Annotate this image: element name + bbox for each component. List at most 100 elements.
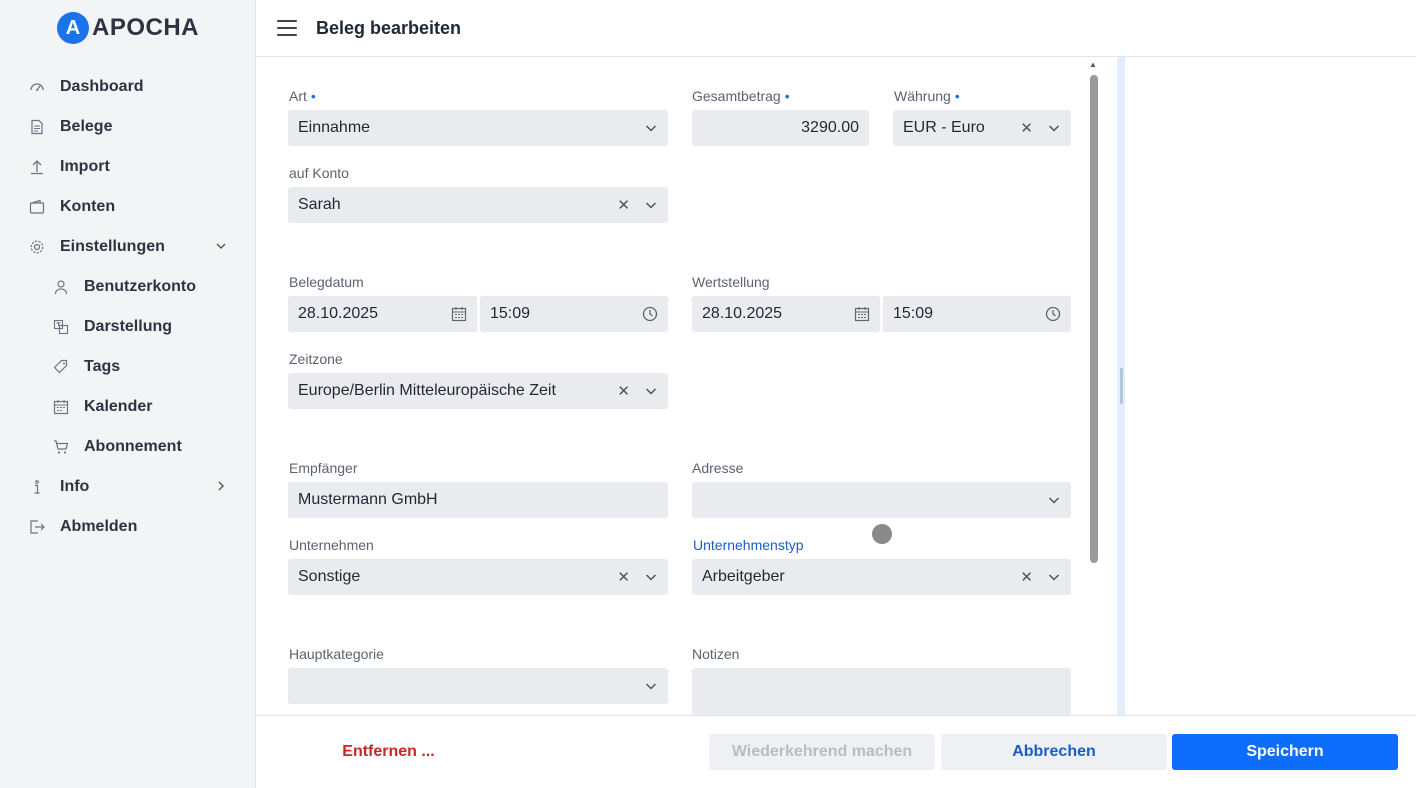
chevron-down-icon[interactable] [644,198,658,212]
empfaenger-input[interactable]: Mustermann GmbH [288,482,668,518]
sidebar-item-label: Tags [84,358,121,375]
wertstellung-date-value: 28.10.2025 [702,305,783,322]
receipt-icon [28,118,46,136]
clear-icon[interactable]: ✕ [617,383,630,400]
chevron-down-icon[interactable] [1047,121,1061,135]
unternehmenstyp-value: Arbeitgeber [702,568,785,585]
adresse-select[interactable] [692,482,1071,518]
sidebar-item-benutzerkonto[interactable]: Benutzerkonto [0,267,256,307]
notizen-textarea[interactable] [692,668,1071,715]
sidebar-item-einstellungen[interactable]: Einstellungen [0,227,256,267]
cancel-button[interactable]: Abbrechen [941,734,1167,770]
page-title: Beleg bearbeiten [316,17,462,38]
belegdatum-label: Belegdatum [289,274,364,290]
konto-select[interactable]: Sarah ✕ [288,187,668,223]
chevron-down-icon[interactable] [644,121,658,135]
clear-icon[interactable]: ✕ [617,197,630,214]
sidebar-item-kalender[interactable]: Kalender [0,387,256,427]
scrollbar-thumb[interactable] [1090,75,1098,563]
info-icon [28,478,46,496]
adresse-label: Adresse [692,460,744,476]
art-select[interactable]: Einnahme [288,110,668,146]
konto-label: auf Konto [289,165,349,181]
pointer-cursor [872,524,892,544]
clock-icon[interactable] [1045,306,1061,322]
panel-resize-handle[interactable] [1120,368,1123,404]
page-header: Beleg bearbeiten [256,0,1416,57]
zeitzone-label: Zeitzone [289,351,343,367]
hauptkategorie-label: Hauptkategorie [289,646,384,662]
sidebar-item-label: Konten [60,198,116,215]
remove-button[interactable]: Entfernen ... [342,743,435,760]
cart-icon [52,438,70,456]
sidebar-item-import[interactable]: Import [0,147,256,187]
calendar-icon[interactable] [854,306,870,322]
save-button[interactable]: Speichern [1172,734,1398,770]
sidebar-item-abonnement[interactable]: Abonnement [0,427,256,467]
make-recurring-button[interactable]: Wiederkehrend machen [709,734,935,770]
sidebar-item-label: Belege [60,118,113,135]
clear-icon[interactable]: ✕ [617,569,630,586]
empfaenger-value: Mustermann GmbH [298,491,438,508]
sidebar-item-label: Benutzerkonto [84,278,196,295]
sidebar-item-label: Import [60,158,110,175]
wertstellung-time-value: 15:09 [893,305,934,322]
sidebar-item-label: Abonnement [84,438,182,455]
art-value: Einnahme [298,119,371,136]
sidebar-item-label: Dashboard [60,78,144,95]
app-logo[interactable]: A APOCHA [57,12,199,44]
belegdatum-date-value: 28.10.2025 [298,305,379,322]
unternehmenstyp-label: Unternehmenstyp [693,537,804,553]
hauptkategorie-select[interactable] [288,668,668,704]
gesamtbetrag-value: 3290.00 [801,119,859,136]
sidebar: A APOCHA Dashboard Belege Import Konten … [0,0,256,788]
unternehmenstyp-select[interactable]: Arbeitgeber ✕ [692,559,1071,595]
chevron-down-icon[interactable] [644,570,658,584]
belegdatum-time-value: 15:09 [490,305,531,322]
logout-icon [28,518,46,536]
calendar-icon [52,398,70,416]
sidebar-item-tags[interactable]: Tags [0,347,256,387]
wertstellung-date-input[interactable]: 28.10.2025 [692,296,880,332]
chevron-down-icon [214,239,228,256]
sidebar-item-darstellung[interactable]: Darstellung [0,307,256,347]
zeitzone-select[interactable]: Europe/Berlin Mitteleuropäische Zeit ✕ [288,373,668,409]
clear-icon[interactable]: ✕ [1020,569,1033,586]
clock-icon[interactable] [642,306,658,322]
zeitzone-value: Europe/Berlin Mitteleuropäische Zeit [298,382,556,399]
sidebar-item-belege[interactable]: Belege [0,107,256,147]
konto-value: Sarah [298,196,341,213]
belegdatum-time-input[interactable]: 15:09 [480,296,668,332]
chevron-down-icon[interactable] [1047,570,1061,584]
logo-text: APOCHA [92,14,200,41]
wallet-icon [28,198,46,216]
chevron-down-icon[interactable] [644,679,658,693]
sidebar-item-abmelden[interactable]: Abmelden [0,507,256,547]
tag-icon [52,358,70,376]
gear-icon [28,238,46,256]
belegdatum-date-input[interactable]: 28.10.2025 [288,296,477,332]
sidebar-item-info[interactable]: Info [0,467,256,507]
chevron-down-icon[interactable] [644,384,658,398]
chevron-down-icon[interactable] [1047,493,1061,507]
calendar-icon[interactable] [451,306,467,322]
art-label: Art • [289,88,316,104]
logo-mark: A [57,12,89,44]
unternehmen-value: Sonstige [298,568,361,585]
hamburger-menu-icon[interactable] [277,20,297,36]
translate-icon [52,318,70,336]
waehrung-value: EUR - Euro [903,119,985,136]
form-footer: Entfernen ... Wiederkehrend machen Abbre… [256,715,1416,788]
sidebar-item-label: Kalender [84,398,153,415]
scroll-up-arrow-icon[interactable]: ▲ [1089,60,1097,69]
sidebar-item-dashboard[interactable]: Dashboard [0,67,256,107]
gesamtbetrag-label: Gesamtbetrag • [692,88,790,104]
empfaenger-label: Empfänger [289,460,358,476]
sidebar-item-konten[interactable]: Konten [0,187,256,227]
clear-icon[interactable]: ✕ [1020,120,1033,137]
waehrung-select[interactable]: EUR - Euro ✕ [893,110,1071,146]
sidebar-item-label: Abmelden [60,518,138,535]
wertstellung-time-input[interactable]: 15:09 [883,296,1071,332]
unternehmen-select[interactable]: Sonstige ✕ [288,559,668,595]
gesamtbetrag-input[interactable]: 3290.00 [692,110,869,146]
